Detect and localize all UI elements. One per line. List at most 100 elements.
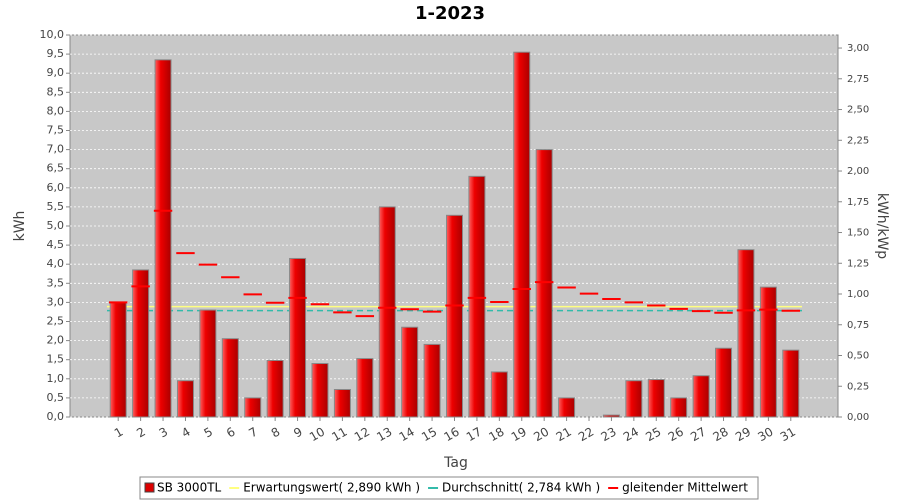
bar — [468, 175, 486, 418]
x-tick-label: 27 — [688, 425, 708, 445]
x-tick-label: 30 — [755, 425, 775, 445]
y-tick-label: 7,5 — [47, 124, 65, 137]
y2-tick-label: 0,00 — [847, 412, 869, 423]
bar — [378, 206, 396, 418]
y-tick-label: 1,5 — [47, 353, 65, 366]
y2-tick-label: 2,75 — [847, 74, 869, 85]
y2-tick-label: 1,25 — [847, 258, 869, 269]
y-tick-label: 9,5 — [47, 47, 65, 60]
y-tick-label: 8,0 — [47, 104, 65, 117]
bar — [446, 214, 463, 418]
x-tick-label: 9 — [291, 425, 305, 441]
legend-label: gleitender Mittelwert — [622, 481, 748, 495]
bar — [647, 379, 665, 418]
x-tick-label: 6 — [224, 425, 238, 441]
x-tick-label: 31 — [778, 425, 798, 445]
bar — [423, 343, 441, 418]
x-tick-label: 23 — [598, 425, 618, 445]
y2-axis-label: kWh/kWp — [874, 193, 890, 259]
y-tick-label: 4,5 — [47, 238, 65, 251]
bar — [513, 51, 531, 418]
x-tick-label: 15 — [419, 425, 439, 445]
bar — [625, 380, 643, 418]
bar — [199, 309, 217, 418]
y-tick-label: 6,0 — [47, 181, 65, 194]
y-tick-label: 2,5 — [47, 315, 65, 328]
x-tick-label: 8 — [269, 425, 283, 441]
x-tick-label: 5 — [202, 425, 216, 441]
x-tick-label: 19 — [509, 425, 529, 445]
bar — [715, 347, 733, 418]
bar — [401, 326, 419, 418]
x-tick-label: 17 — [464, 425, 484, 445]
y2-tick-label: 2,50 — [847, 105, 869, 116]
y2-tick-label: 1,75 — [847, 197, 869, 208]
legend-label: Durchschnitt( 2,784 kWh ) — [442, 481, 600, 495]
y2-tick-label: 1,00 — [847, 289, 869, 300]
bar — [221, 338, 239, 418]
bar — [266, 359, 284, 418]
x-tick-label: 24 — [621, 425, 641, 445]
x-axis-label: Tag — [443, 455, 468, 471]
bar — [692, 375, 710, 418]
bar — [176, 380, 194, 418]
y-tick-label: 3,0 — [47, 295, 65, 308]
x-tick-label: 7 — [246, 425, 260, 441]
y-tick-label: 1,0 — [47, 372, 65, 385]
bar — [602, 414, 620, 418]
y-tick-label: 7,0 — [47, 143, 65, 156]
x-tick-label: 4 — [179, 425, 193, 441]
bar — [154, 59, 172, 418]
y-tick-label: 0,0 — [47, 410, 65, 423]
x-tick-label: 16 — [442, 425, 462, 445]
legend-label: SB 3000TL — [157, 481, 222, 495]
x-tick-label: 10 — [307, 425, 327, 445]
y-tick-label: 0,5 — [47, 391, 65, 404]
y-tick-label: 4,0 — [47, 257, 65, 270]
y2-tick-label: 0,25 — [847, 381, 869, 392]
x-tick-label: 26 — [666, 425, 686, 445]
legend-swatch — [144, 482, 155, 493]
y2-tick-label: 0,50 — [847, 351, 869, 362]
y2-tick-label: 0,75 — [847, 320, 869, 331]
legend-label: Erwartungswert( 2,890 kWh ) — [243, 481, 420, 495]
y-tick-label: 9,0 — [47, 66, 65, 79]
y-tick-label: 5,5 — [47, 200, 65, 213]
x-tick-label: 20 — [531, 425, 551, 445]
bar — [535, 149, 553, 418]
bar — [759, 286, 777, 418]
chart-title: 1-2023 — [415, 3, 485, 24]
bar — [244, 397, 262, 418]
legend — [139, 476, 759, 500]
bar — [333, 388, 351, 418]
x-tick-label: 28 — [711, 425, 731, 445]
bar — [558, 397, 576, 418]
y-tick-label: 8,5 — [47, 85, 65, 98]
y-tick-label: 5,0 — [47, 219, 65, 232]
x-tick-label: 21 — [554, 425, 574, 445]
bar — [109, 301, 127, 418]
x-tick-label: 13 — [374, 425, 394, 445]
y2-tick-label: 1,50 — [847, 228, 869, 239]
bar — [670, 397, 688, 418]
y-axis-label: kWh — [12, 211, 28, 242]
bar — [737, 249, 755, 418]
y2-tick-label: 3,00 — [847, 43, 869, 54]
x-tick-label: 18 — [486, 425, 506, 445]
x-tick-label: 11 — [329, 425, 349, 445]
bar — [132, 269, 150, 418]
y2-tick-label: 2,25 — [847, 135, 869, 146]
y-tick-label: 6,5 — [47, 162, 65, 175]
x-tick-label: 2 — [134, 425, 148, 441]
bar — [782, 349, 800, 418]
y2-tick-label: 2,00 — [847, 166, 869, 177]
x-tick-label: 14 — [397, 425, 417, 445]
bar — [311, 363, 329, 418]
x-tick-label: 25 — [643, 425, 663, 445]
x-tick-label: 22 — [576, 425, 596, 445]
bar — [490, 371, 508, 418]
y-tick-label: 10,0 — [40, 28, 65, 41]
x-tick-label: 29 — [733, 425, 753, 445]
x-tick-label: 1 — [112, 425, 126, 441]
